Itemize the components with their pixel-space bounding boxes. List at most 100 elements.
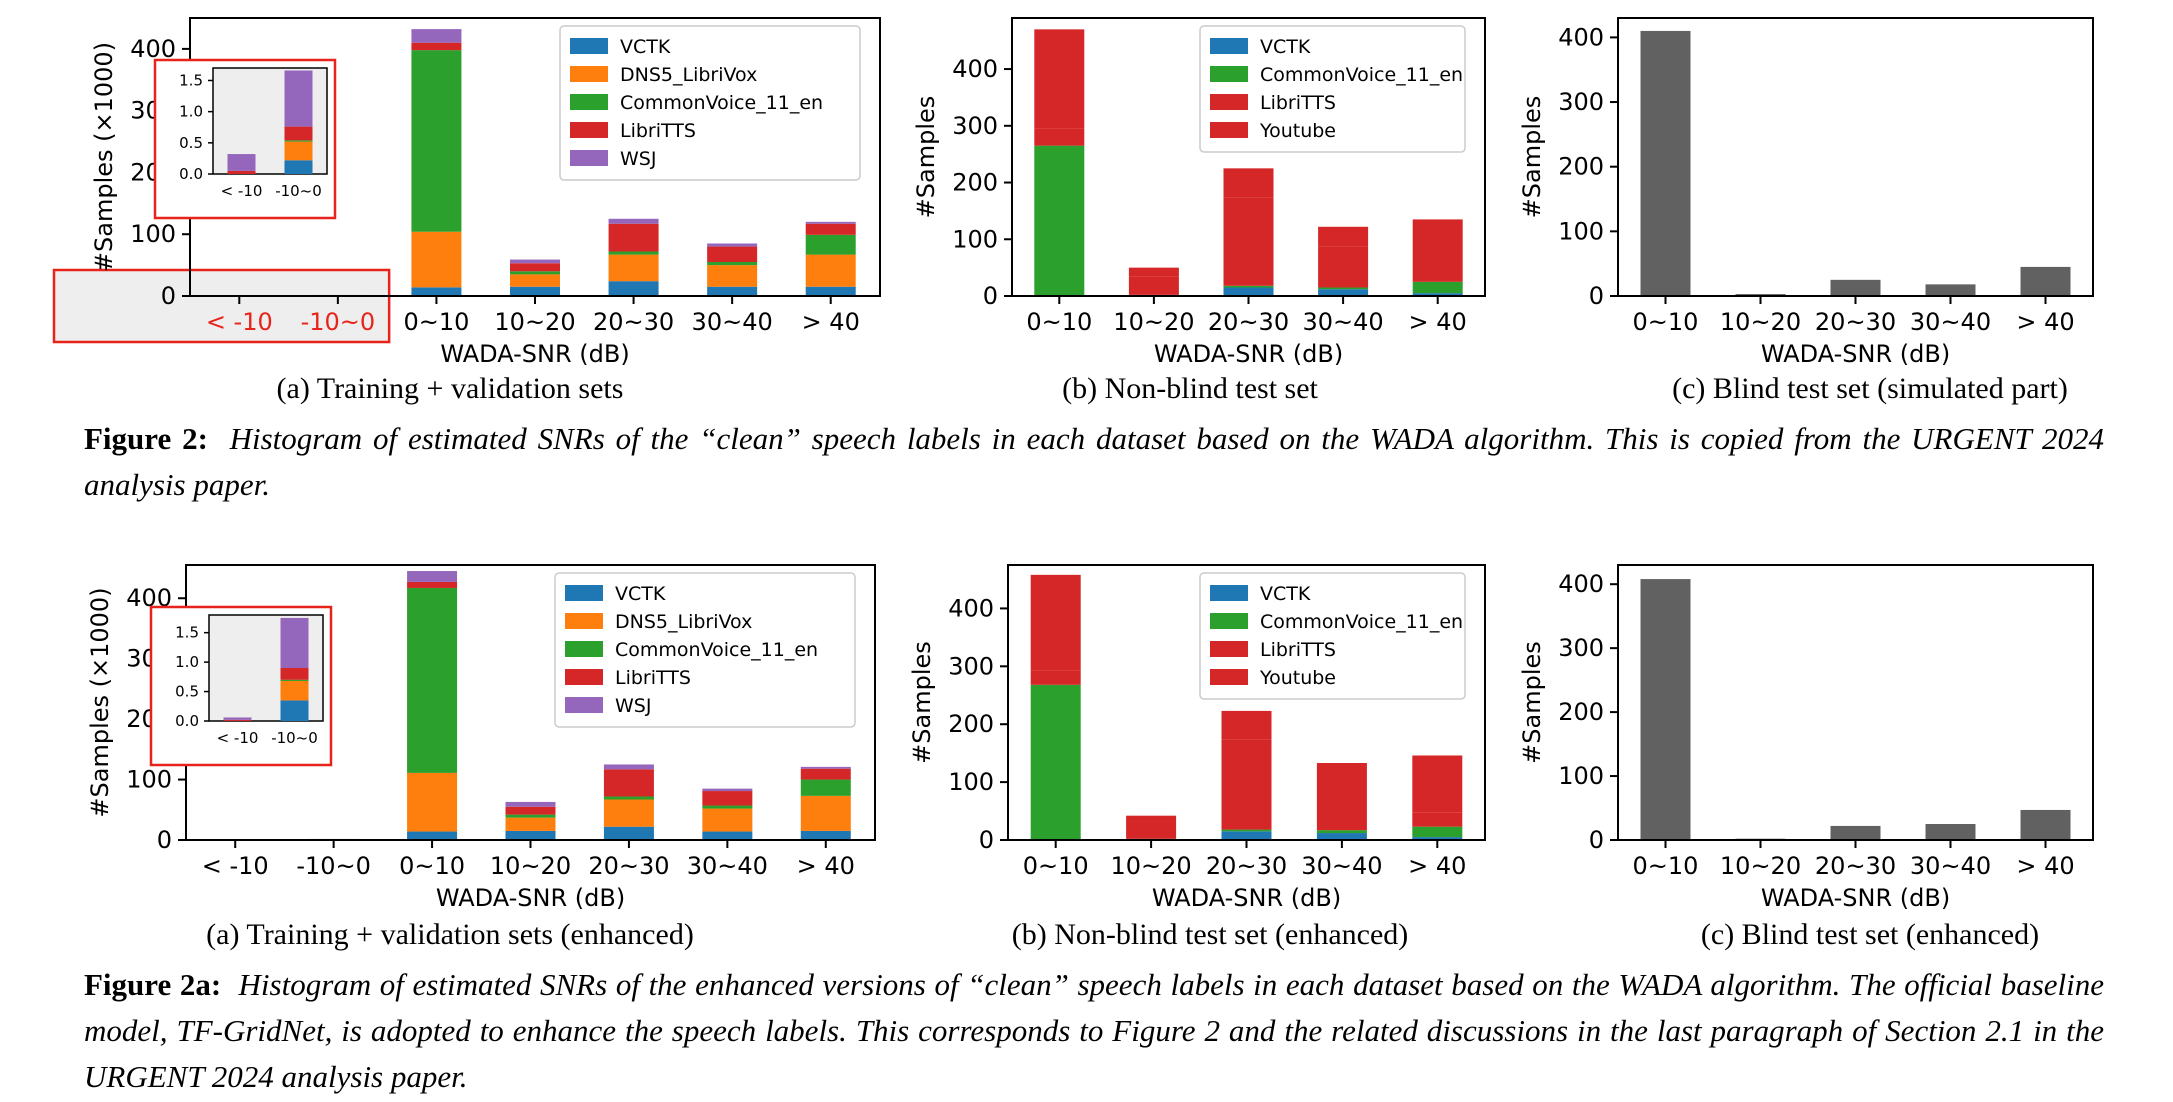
figure-2a: 0 100 200 300 400 < -10 -10~0 0~10 10~20 20~30 30~… (0, 540, 2173, 1102)
legend-label-vctk: VCTK (1260, 36, 1311, 58)
legend: VCTK DNS5_LibriVox CommonVoice_11_en LibriT… (554, 572, 856, 728)
y-tick-label: 200 (1558, 698, 1604, 726)
y-tick-label: 0 (1589, 282, 1604, 310)
inset-bar-wsj (284, 70, 313, 127)
subcaption-a: (a) Training + validation sets (276, 372, 624, 405)
bar-vctk (1221, 831, 1272, 840)
bar-libritts (1316, 785, 1367, 831)
legend-label-wsj: WSJ (620, 148, 656, 170)
bar-wsj (608, 218, 659, 224)
inset-chart: < -10 -10~0 0.0 0.5 1.0 1.5 (153, 58, 337, 220)
bar-libritts (603, 769, 654, 797)
y-tick-label: 100 (1558, 217, 1604, 245)
bar-wsj (603, 764, 654, 770)
bar-youtube (1126, 815, 1177, 822)
x-tick-label: 10~20 (1720, 852, 1801, 880)
x-tick-label: 30~40 (1303, 308, 1384, 336)
inset-y-tick-label: 0.5 (179, 134, 203, 152)
legend-label-vctk: VCTK (620, 36, 671, 58)
bar-youtube (1412, 219, 1463, 267)
y-tick-label: 100 (948, 768, 994, 796)
bar-wsj (702, 788, 753, 792)
bar-commonvoice-11-en (805, 234, 856, 255)
bar-libritts (1221, 739, 1272, 830)
x-tick-label: < -10 (206, 308, 273, 336)
y-tick-label: 100 (130, 220, 176, 248)
x-tick-label: 30~40 (1301, 852, 1382, 880)
inset-y-tick-label: 1.0 (179, 103, 203, 121)
figure-caption-enhanced: Figure 2a: Histogram of estimated SNRs o… (84, 962, 2104, 1100)
figure-label: Figure 2: (84, 421, 208, 456)
legend-label-vctk: VCTK (1260, 583, 1311, 605)
x-axis-label: WADA-SNR (dB) (436, 884, 625, 912)
bar-youtube (1034, 29, 1085, 129)
legend-box (1199, 25, 1466, 153)
bar-vctk (411, 287, 462, 296)
y-tick-label: 100 (126, 766, 172, 794)
bar-commonvoice-11-en (407, 587, 458, 773)
y-tick-label: 0 (983, 282, 998, 310)
bar-vctk (1412, 837, 1463, 840)
bar-vctk (702, 831, 753, 840)
bar-dns5-librivox (505, 817, 556, 831)
legend-swatch-wsj (565, 697, 603, 713)
bar-wsj (800, 766, 851, 769)
y-tick-label: 400 (952, 55, 998, 83)
y-tick-label: 400 (1558, 23, 1604, 51)
bar-dns5-librivox (608, 254, 659, 282)
figure-caption-text: Histogram of estimated SNRs of the enhan… (84, 967, 2104, 1094)
chart-blind-test-enhanced: 0 100 200 300 400 0~10 10~20 20~30 30~40 > 40 WADA… (1518, 564, 2094, 912)
x-tick-label: < -10 (202, 852, 269, 880)
y-tick-label: 400 (130, 35, 176, 63)
inset-y-tick-label: 0.5 (175, 683, 199, 701)
chart-non-blind-test: 0 100 200 300 400 0~10 10~20 20~30 30~40 > 40 WADA… (912, 17, 1486, 368)
bar-vctk (805, 286, 856, 296)
inset-y-tick-label: 0.0 (175, 712, 199, 730)
y-axis-label: #Samples (908, 641, 936, 764)
figure-2: 0 100 200 300 400 < -10 -10~0 0~10 10~20 20~30 30~… (0, 0, 2173, 540)
bar-dns5-librivox (707, 265, 758, 287)
x-tick-label: > 40 (797, 852, 855, 880)
inset-bar-dns5-librivox (284, 141, 313, 161)
x-tick-label: 0~10 (403, 308, 469, 336)
x-tick-label: 0~10 (399, 852, 465, 880)
x-tick-label: 20~30 (1206, 852, 1287, 880)
bar-vctk (1318, 289, 1369, 296)
bar-libritts (702, 791, 753, 806)
legend-label-dns5-librivox: DNS5_LibriVox (615, 611, 752, 633)
chart-non-blind-test-enhanced: 0 100 200 300 400 0~10 10~20 20~30 30~40 > 40 WADA… (908, 564, 1486, 912)
legend-box (559, 25, 861, 181)
inset-x-tick-label: -10~0 (275, 182, 322, 200)
x-tick-label: 20~30 (1815, 852, 1896, 880)
bar-commonvoice-11-en (411, 50, 462, 232)
legend-swatch-libritts (1210, 641, 1248, 657)
bar-youtube (1316, 763, 1367, 785)
legend-label-libritts: LibriTTS (615, 667, 691, 689)
bar-commonvoice-11-en (603, 796, 654, 800)
legend-swatch-vctk (565, 585, 603, 601)
x-tick-label: 20~30 (593, 308, 674, 336)
bar-commonvoice-11-en (510, 271, 560, 275)
legend-swatch-commonvoice-11-en (570, 94, 608, 110)
x-axis-label: WADA-SNR (dB) (440, 340, 629, 368)
bar-commonvoice-11-en (505, 814, 556, 818)
bar-commonvoice-11-en (800, 779, 851, 796)
x-tick-label: -10~0 (296, 852, 371, 880)
legend-label-dns5-librivox: DNS5_LibriVox (620, 64, 757, 86)
y-tick-label: 200 (952, 169, 998, 197)
bar-wsj (805, 221, 856, 224)
bar-libritts (411, 42, 462, 51)
x-axis-label: WADA-SNR (dB) (1152, 884, 1341, 912)
x-tick-label: > 40 (802, 308, 860, 336)
bar (1925, 284, 1976, 296)
bar-libritts (505, 806, 556, 815)
inset-bar-vctk (284, 160, 313, 174)
legend-swatch-youtube (1210, 669, 1248, 685)
x-tick-label: -10~0 (301, 308, 376, 336)
bar (1830, 279, 1881, 296)
bar-dns5-librivox (702, 808, 753, 832)
subcaption-a-enhanced: (a) Training + validation sets (enhanced… (206, 918, 694, 951)
x-axis-label: WADA-SNR (dB) (1761, 884, 1950, 912)
